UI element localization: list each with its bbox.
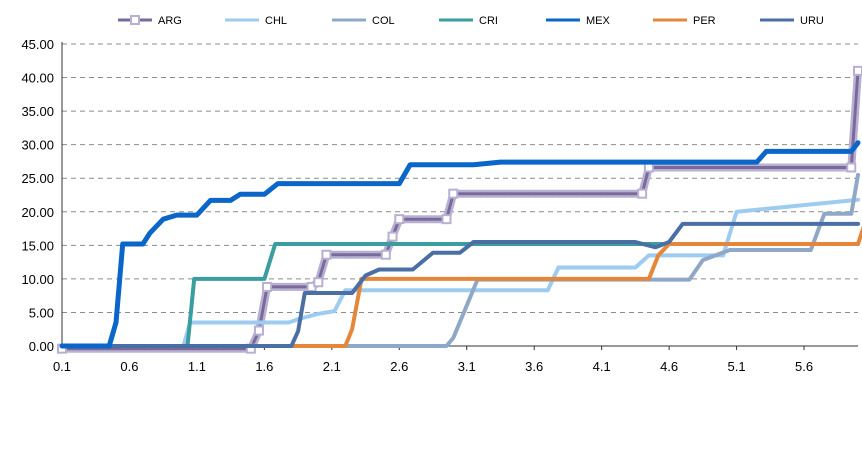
series-line-uru xyxy=(60,221,860,348)
series-point-arg-5 xyxy=(313,277,324,288)
x-tick-label-2: 1.1 xyxy=(188,359,206,374)
series-point-arg-10 xyxy=(441,214,452,225)
y-tick-label-4: 20.00 xyxy=(21,205,54,220)
legend-label-col: COL xyxy=(372,15,395,27)
y-tick-label-9: 45.00 xyxy=(21,37,54,52)
x-tick-label-3: 1.6 xyxy=(255,359,273,374)
legend-marker-arg xyxy=(130,15,140,25)
series-point-arg-15 xyxy=(853,65,862,76)
x-tick-label-1: 0.6 xyxy=(120,359,138,374)
legend-label-chl: CHL xyxy=(265,15,287,27)
y-tick-label-8: 40.00 xyxy=(21,71,54,86)
x-tick-label-10: 5.1 xyxy=(728,359,746,374)
series-line-col xyxy=(60,172,860,348)
series-point-arg-7 xyxy=(380,249,391,260)
series-point-arg-2 xyxy=(253,325,264,336)
series-point-arg-6 xyxy=(321,249,332,260)
y-tick-label-7: 35.00 xyxy=(21,104,54,119)
y-tick-label-0: 0.00 xyxy=(29,339,54,354)
x-tick-label-11: 5.6 xyxy=(795,359,813,374)
legend-label-mex: MEX xyxy=(586,15,611,27)
y-tick-label-1: 5.00 xyxy=(29,305,54,320)
series-point-arg-8 xyxy=(387,231,398,242)
legend-label-uru: URU xyxy=(800,15,824,27)
series-line-cri xyxy=(60,242,860,348)
series-point-arg-13 xyxy=(643,162,654,173)
series-line-mex xyxy=(59,140,861,349)
legend-label-per: PER xyxy=(693,15,716,27)
series-line-chl xyxy=(60,197,860,348)
series-point-arg-14 xyxy=(846,162,857,173)
series-point-arg-12 xyxy=(637,188,648,199)
y-tick-label-6: 30.00 xyxy=(21,138,54,153)
series-point-arg-11 xyxy=(448,188,459,199)
x-tick-label-6: 3.1 xyxy=(458,359,476,374)
x-tick-label-5: 2.6 xyxy=(390,359,408,374)
y-tick-label-2: 10.00 xyxy=(21,272,54,287)
legend-label-cri: CRI xyxy=(479,15,498,27)
y-tick-label-5: 25.00 xyxy=(21,171,54,186)
series-point-arg-9 xyxy=(394,214,405,225)
series-point-arg-3 xyxy=(262,281,273,292)
x-tick-label-4: 2.1 xyxy=(323,359,341,374)
x-tick-label-9: 4.6 xyxy=(660,359,678,374)
series-line-per xyxy=(60,225,862,348)
legend-label-arg: ARG xyxy=(158,15,182,27)
y-tick-label-3: 15.00 xyxy=(21,238,54,253)
x-tick-label-8: 4.1 xyxy=(593,359,611,374)
x-tick-label-7: 3.6 xyxy=(525,359,543,374)
x-tick-label-0: 0.1 xyxy=(53,359,71,374)
